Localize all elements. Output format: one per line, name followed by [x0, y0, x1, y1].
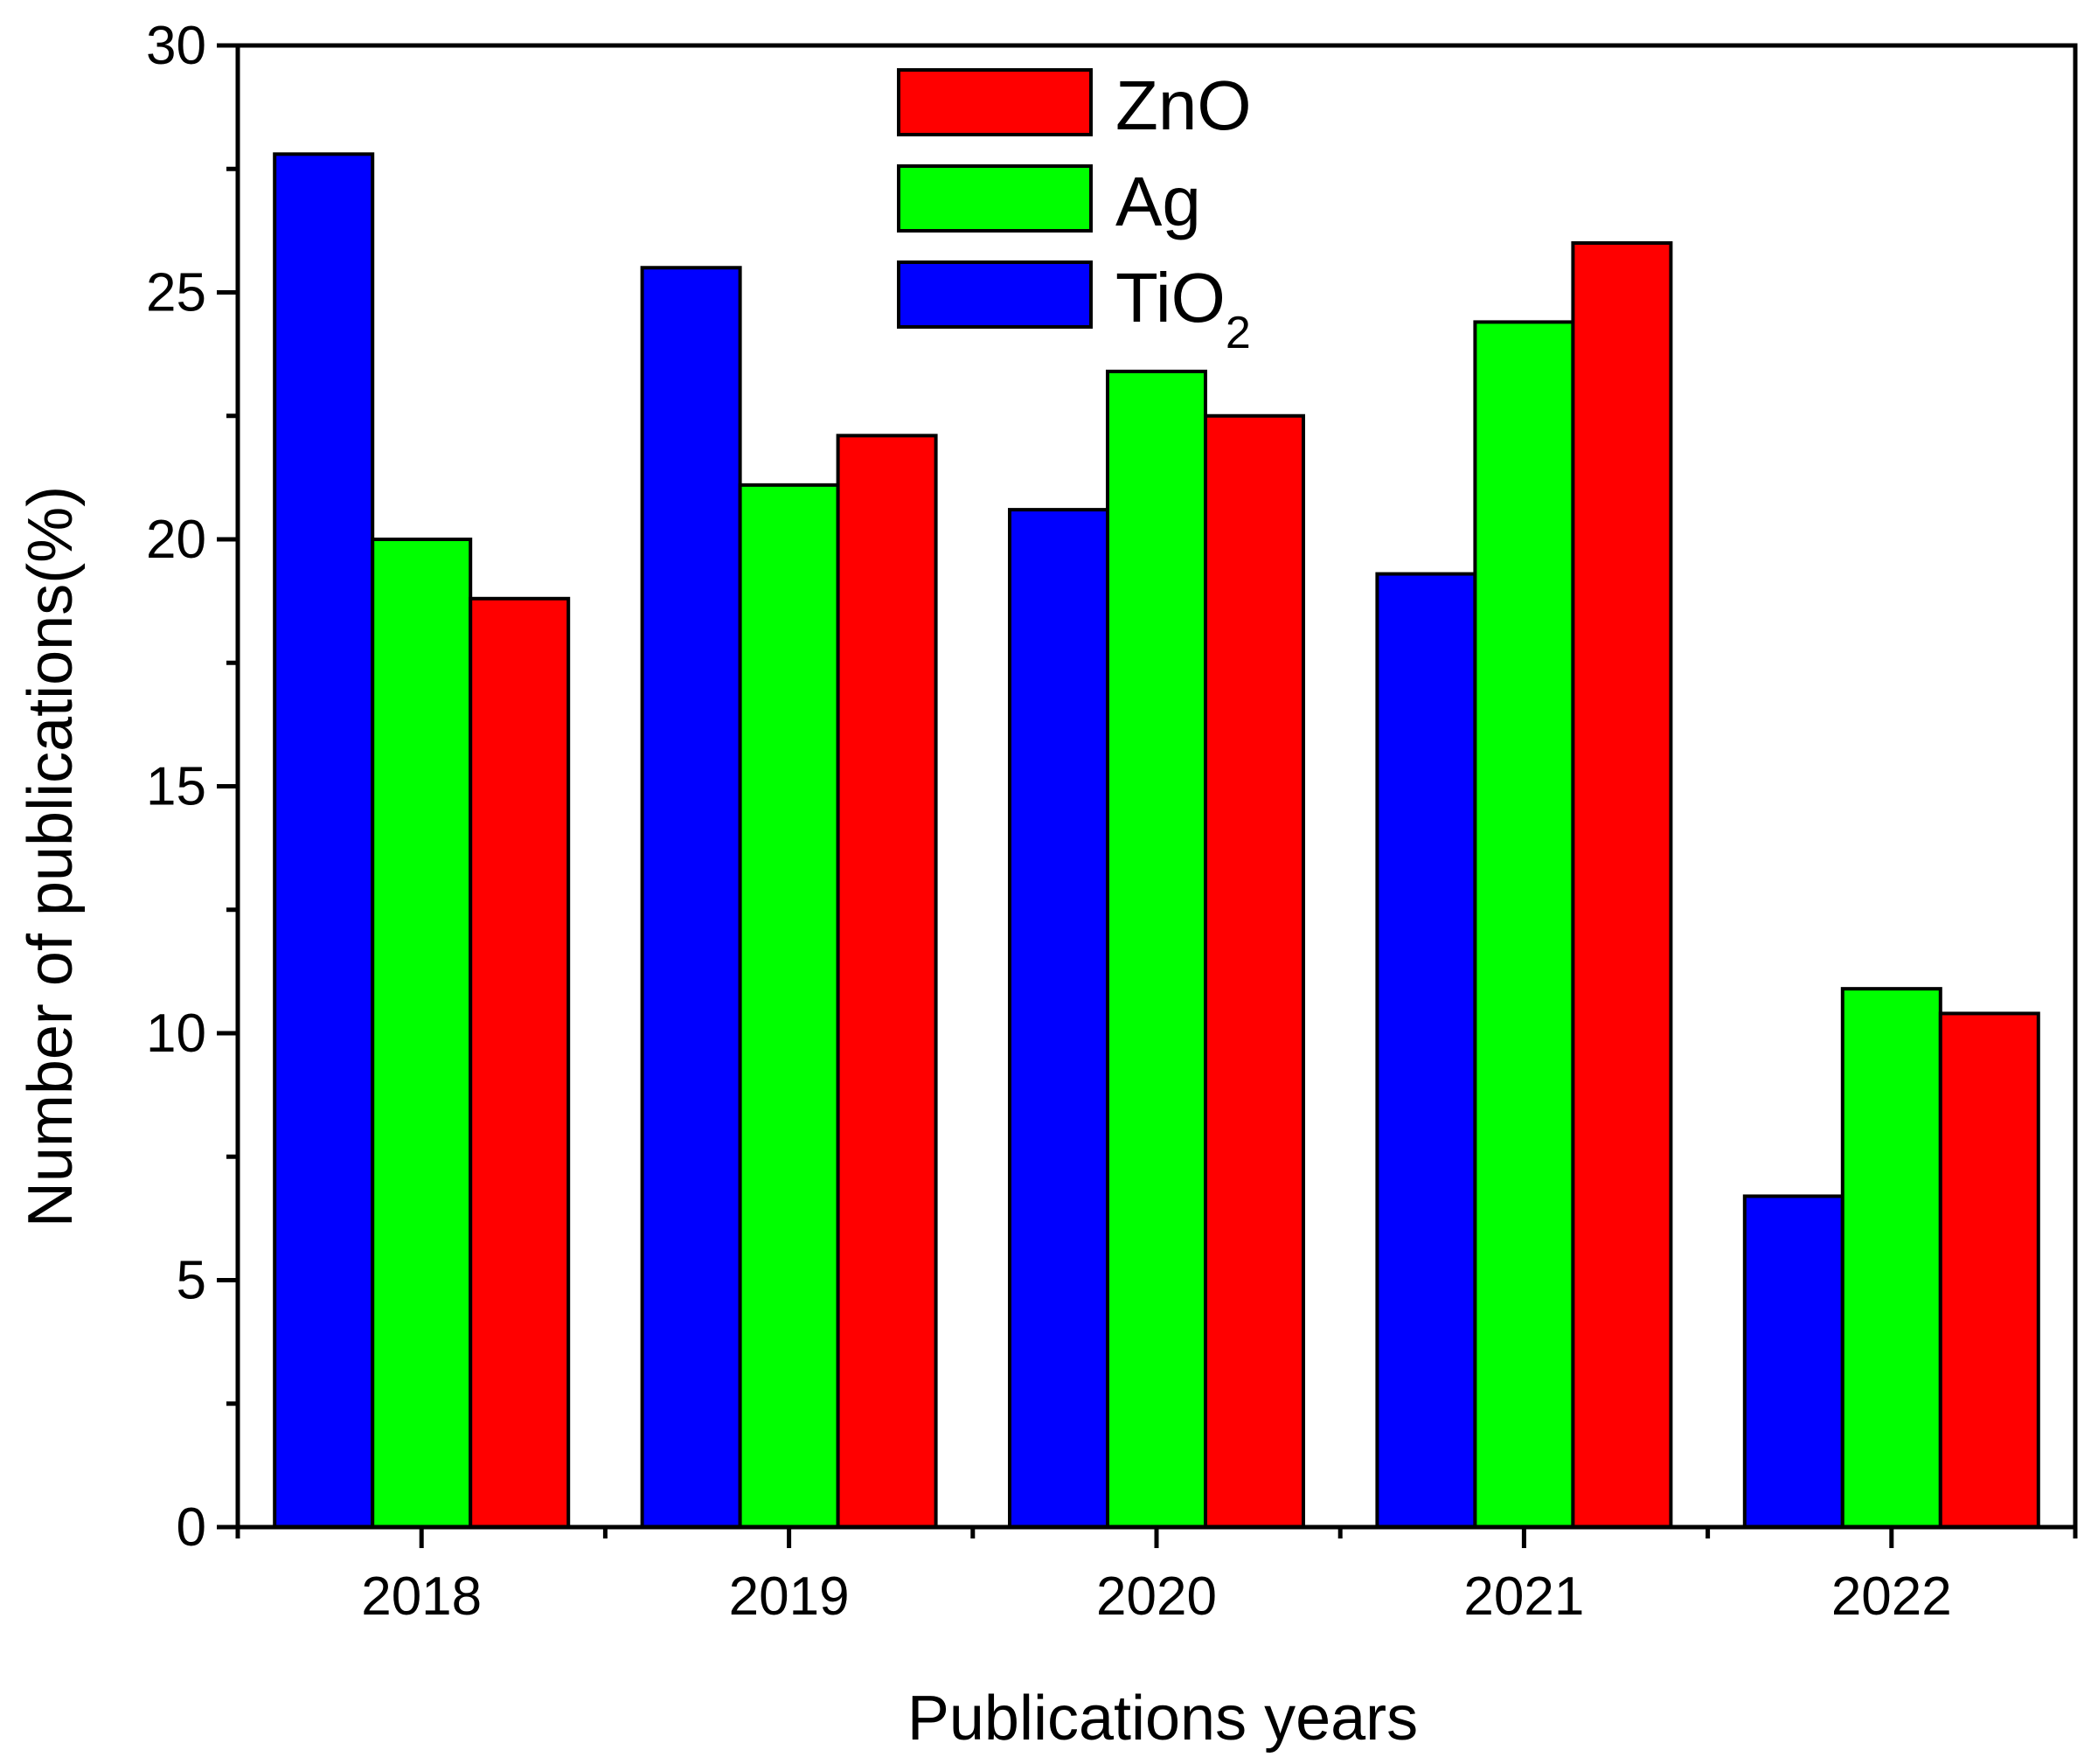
y-tick-label: 30 — [146, 16, 206, 76]
x-tick-label: 2018 — [361, 1566, 482, 1627]
bar-ag-2022 — [1840, 987, 1942, 1529]
bars-layer — [273, 152, 2040, 1530]
axes-layer: 0 5 10 15 20 25 30 2018 2019 2020 2021 2022 — [146, 16, 2078, 1627]
x-tick-label: 2021 — [1463, 1566, 1584, 1627]
x-axis-title: Publications years — [907, 1684, 1418, 1754]
bar-tio2-2022 — [1742, 1194, 1844, 1529]
y-tick-label: 5 — [177, 1251, 206, 1311]
x-tick-label: 2022 — [1831, 1566, 1952, 1627]
y-tick-label: 20 — [146, 510, 206, 570]
x-tick-label: 2020 — [1096, 1566, 1217, 1627]
y-axis-title: Number of publications(%) — [16, 486, 86, 1227]
bar-ag-2019 — [738, 483, 840, 1529]
legend-label-ag: Ag — [1115, 163, 1201, 240]
legend-label-tio2: TiO2 — [1115, 259, 1251, 358]
legend-label-zno: ZnO — [1115, 66, 1252, 144]
y-tick-label: 15 — [146, 757, 206, 817]
x-tick-label: 2019 — [729, 1566, 850, 1627]
bar-tio2-2021 — [1375, 572, 1477, 1529]
legend: ZnO Ag TiO2 — [897, 66, 1252, 358]
bar-tio2-2018 — [273, 152, 375, 1529]
legend-swatch-tio2 — [897, 260, 1093, 329]
bar-zno-2018 — [469, 596, 571, 1529]
bar-ag-2020 — [1106, 369, 1207, 1529]
bar-zno-2019 — [836, 434, 938, 1530]
bar-ag-2018 — [371, 538, 473, 1529]
bar-zno-2022 — [1938, 1011, 2040, 1529]
legend-swatch-ag — [897, 164, 1093, 233]
bar-zno-2021 — [1571, 241, 1673, 1529]
bar-tio2-2020 — [1008, 508, 1109, 1529]
y-tick-label: 25 — [146, 263, 206, 323]
bar-zno-2020 — [1204, 413, 1305, 1529]
y-tick-label: 0 — [177, 1497, 206, 1558]
legend-swatch-zno — [897, 68, 1093, 136]
y-tick-label: 10 — [146, 1004, 206, 1064]
bar-tio2-2019 — [640, 266, 742, 1529]
bar-ag-2021 — [1473, 320, 1575, 1529]
